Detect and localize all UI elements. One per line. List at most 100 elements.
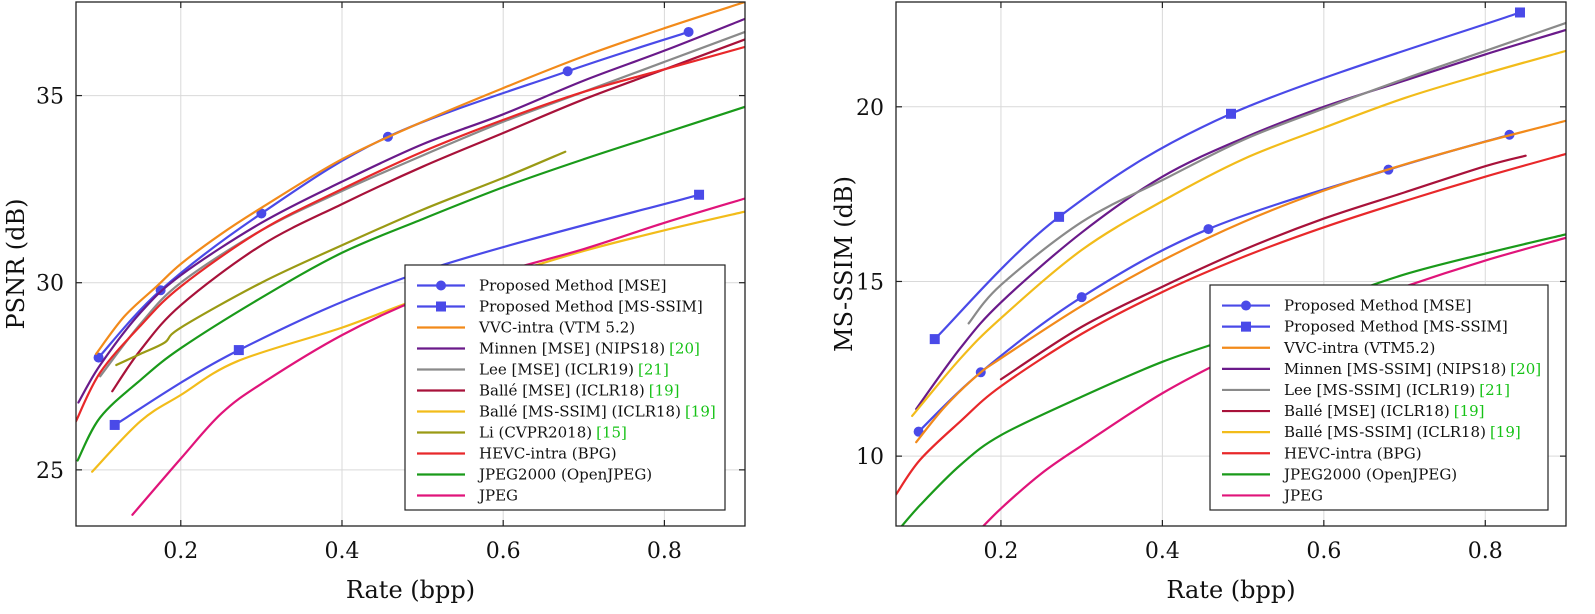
legend-label: JPEG2000 (OpenJPEG) — [1282, 465, 1457, 483]
data-point — [1514, 7, 1525, 18]
legend-label: VVC-intra (VTM 5.2) — [478, 319, 635, 337]
legend-entry: Ballé [MSE] (ICLR18) [19] — [1222, 402, 1485, 420]
data-point — [562, 66, 573, 77]
series-line — [933, 11, 1522, 341]
legend-entry: Lee [MS-SSIM] (ICLR19) [21] — [1222, 381, 1510, 399]
legend-name: Minnen [MS-SSIM] (NIPS18) — [1284, 360, 1506, 378]
y-tick-label: 30 — [36, 272, 64, 297]
legend-name: JPEG — [477, 487, 518, 505]
legend-entry: JPEG2000 (OpenJPEG) — [1222, 465, 1457, 483]
legend-name: JPEG2000 (OpenJPEG) — [1282, 465, 1457, 483]
legend-label: Ballé [MS-SSIM] (ICLR18) [19] — [1284, 423, 1521, 441]
legend-name: Proposed Method [MS-SSIM] — [1284, 318, 1508, 336]
series-line — [77, 17, 745, 404]
legend-label: JPEG — [477, 487, 518, 505]
legend-marker — [1241, 300, 1251, 311]
legend-label: Proposed Method [MSE] — [479, 277, 667, 295]
y-tick-label: 15 — [856, 270, 884, 295]
legend-entry: VVC-intra (VTM 5.2) — [417, 319, 635, 337]
legend-label: Ballé [MSE] (ICLR18) [19] — [1284, 402, 1485, 420]
legend-citation: [19] — [685, 403, 716, 421]
legend-label: Ballé [MSE] (ICLR18) [19] — [479, 382, 680, 400]
legend-entry: Li (CVPR2018) [15] — [417, 424, 627, 442]
legend-label: Lee [MSE] (ICLR19) [21] — [479, 361, 669, 379]
series-line — [113, 193, 701, 427]
x-tick-label: 0.8 — [1468, 539, 1503, 564]
legend-label: Proposed Method [MS-SSIM] — [479, 298, 703, 316]
legend-citation: [15] — [596, 424, 627, 442]
legend-entry: JPEG2000 (OpenJPEG) — [417, 466, 652, 484]
legend-label: VVC-intra (VTM5.2) — [1283, 339, 1435, 357]
legend-entry: Ballé [MS-SSIM] (ICLR18) [19] — [1222, 423, 1521, 441]
legend-label: JPEG2000 (OpenJPEG) — [477, 466, 652, 484]
data-point — [1054, 211, 1065, 222]
legend-entry: Proposed Method [MS-SSIM] — [417, 298, 703, 316]
y-tick-label: 20 — [856, 96, 884, 121]
legend-entry: Minnen [MS-SSIM] (NIPS18) [20] — [1222, 360, 1541, 378]
legend-entry: Ballé [MS-SSIM] (ICLR18) [19] — [417, 403, 716, 421]
legend-name: Ballé [MSE] (ICLR18) — [479, 382, 645, 400]
data-point — [109, 419, 120, 430]
legend-citation: [20] — [669, 340, 700, 358]
psnr-chart: 0.2 0.4 0.6 0.8 25 30 35 Rate (bpp) PSNR (dB) Pro… — [2, 1, 746, 604]
legend-citation: [19] — [649, 382, 680, 400]
x-axis-label: Rate (bpp) — [346, 576, 475, 604]
data-point — [694, 189, 705, 200]
legend-name: Li (CVPR2018) — [479, 424, 592, 442]
legend-name: JPEG2000 (OpenJPEG) — [477, 466, 652, 484]
legend-marker — [436, 280, 446, 291]
y-tick-label: 25 — [36, 459, 64, 484]
legend-entry: HEVC-intra (BPG) — [1222, 444, 1422, 462]
series-line — [131, 197, 745, 516]
legend-name: Ballé [MS-SSIM] (ICLR18) — [479, 403, 681, 421]
series-line — [76, 45, 745, 423]
data-point — [1203, 224, 1214, 235]
plot-frame — [75, 1, 746, 527]
legend-label: Minnen [MSE] (NIPS18) [20] — [479, 340, 700, 358]
series-line — [896, 152, 1566, 496]
legend-entry: Proposed Method [MSE] — [417, 277, 667, 295]
series-line — [999, 154, 1527, 381]
series-line — [76, 105, 745, 462]
legend-entry: HEVC-intra (BPG) — [417, 445, 617, 463]
x-axis-label: Rate (bpp) — [1166, 576, 1295, 604]
y-axis-label: MS-SSIM (dB) — [830, 176, 858, 352]
legend-name: Ballé [MS-SSIM] (ICLR18) — [1284, 423, 1486, 441]
axes: 0.2 0.4 0.6 0.8 10 15 20 — [856, 1, 1567, 564]
series-line — [99, 30, 745, 378]
legend-citation: [21] — [1479, 381, 1510, 399]
legend-entry: JPEG — [1222, 486, 1323, 504]
y-axis-label: PSNR (dB) — [2, 198, 30, 329]
legend-label: Minnen [MS-SSIM] (NIPS18) [20] — [1284, 360, 1541, 378]
legend-entry: Proposed Method [MSE] — [1222, 297, 1472, 315]
x-tick-label: 0.2 — [983, 539, 1018, 564]
legend-name: VVC-intra (VTM5.2) — [1283, 339, 1435, 357]
data-point — [929, 334, 940, 345]
legend-name: Proposed Method [MSE] — [479, 277, 667, 295]
legend-name: Lee [MS-SSIM] (ICLR19) — [1284, 381, 1475, 399]
legend-name: JPEG — [1282, 486, 1323, 504]
legend-name: Lee [MSE] (ICLR19) — [479, 361, 634, 379]
data-point — [683, 26, 694, 37]
legend-label: Ballé [MS-SSIM] (ICLR18) [19] — [479, 403, 716, 421]
series-line — [111, 38, 745, 393]
x-tick-label: 0.6 — [1306, 539, 1341, 564]
legend-citation: [19] — [1490, 423, 1521, 441]
legend: Proposed Method [MSE] Proposed Method [MS… — [1209, 284, 1549, 511]
y-tick-label: 35 — [36, 85, 64, 110]
x-tick-label: 0.4 — [1145, 539, 1180, 564]
x-tick-label: 0.4 — [324, 539, 359, 564]
series-group — [76, 2, 745, 516]
legend-label: HEVC-intra (BPG) — [479, 445, 617, 463]
legend-citation: [19] — [1454, 402, 1485, 420]
legend-entry: JPEG — [417, 487, 518, 505]
x-tick-label: 0.6 — [486, 539, 521, 564]
legend-entry: Proposed Method [MS-SSIM] — [1222, 318, 1508, 336]
legend-entry: VVC-intra (VTM5.2) — [1222, 339, 1435, 357]
series-line — [91, 210, 745, 473]
data-point — [1076, 292, 1087, 303]
data-point — [1226, 108, 1236, 119]
legend-marker — [436, 301, 446, 312]
legend: Proposed Method [MSE] Proposed Method [MS… — [404, 264, 726, 511]
series-line — [95, 2, 745, 355]
